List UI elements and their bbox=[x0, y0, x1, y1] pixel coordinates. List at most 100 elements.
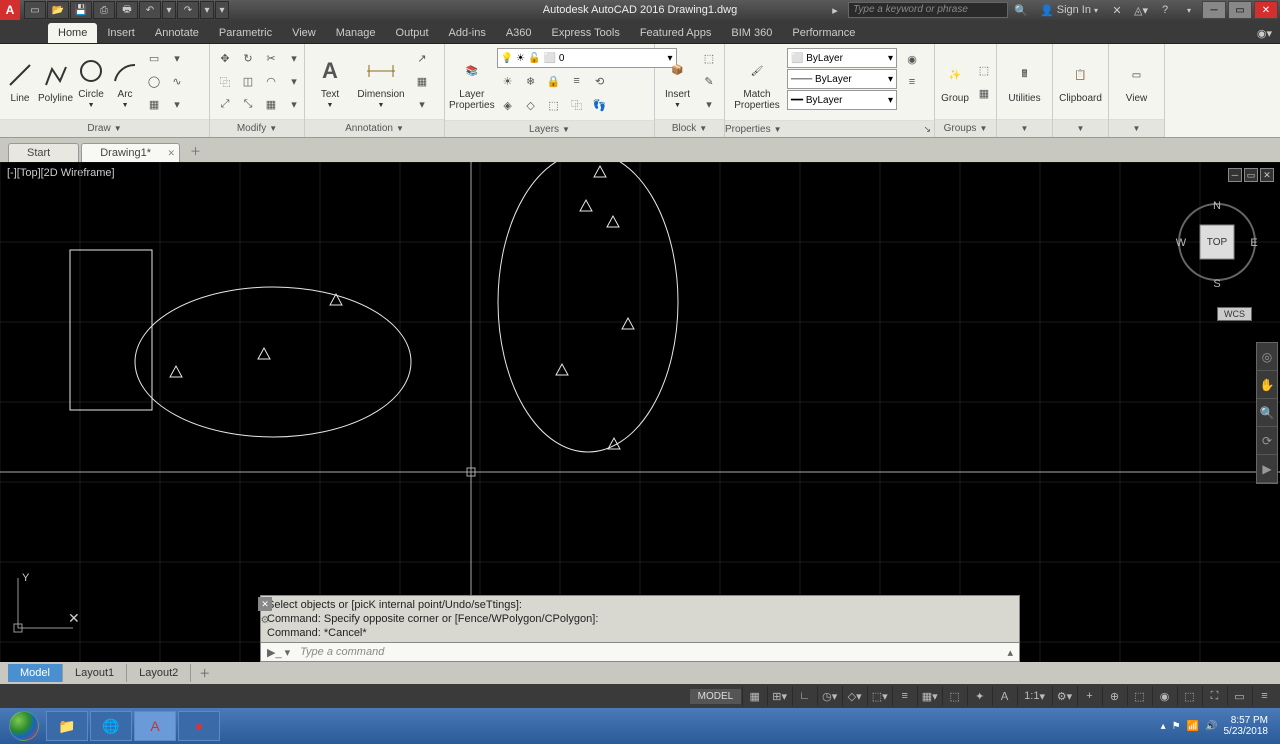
trim-icon[interactable]: ✂ bbox=[260, 48, 282, 70]
stretch-icon[interactable]: ⤢ bbox=[214, 94, 236, 116]
arc-button[interactable]: Arc▼ bbox=[109, 47, 141, 117]
layer-copy-icon[interactable]: ⿻ bbox=[566, 94, 588, 116]
status-snap-icon[interactable]: ⊞▾ bbox=[767, 686, 791, 706]
layer-prev-icon[interactable]: ⟲ bbox=[589, 70, 611, 92]
status-quickprops-icon[interactable]: ◉ bbox=[1152, 686, 1176, 706]
qat-redo-icon[interactable]: ↷ bbox=[177, 1, 199, 19]
edit-block-icon[interactable]: ✎ bbox=[698, 71, 720, 93]
ellipse-icon[interactable]: ◯ bbox=[143, 71, 165, 93]
layer-properties-button[interactable]: 📚Layer Properties bbox=[449, 48, 495, 118]
tab-featuredapps[interactable]: Featured Apps bbox=[630, 23, 722, 43]
measure-button[interactable]: 🖩Utilities bbox=[1001, 47, 1048, 117]
command-input[interactable]: Type a command bbox=[296, 646, 1001, 658]
panel-annotation-title[interactable]: Annotation▼ bbox=[305, 119, 444, 137]
paste-button[interactable]: 📋Clipboard bbox=[1057, 47, 1104, 117]
qat-customize-icon[interactable]: ▾ bbox=[215, 1, 229, 19]
layer-uniso-icon[interactable]: ◇ bbox=[520, 94, 542, 116]
maximize-button[interactable]: ▭ bbox=[1228, 1, 1252, 19]
start-button[interactable] bbox=[4, 710, 44, 742]
tab-parametric[interactable]: Parametric bbox=[209, 23, 282, 43]
dimension-button[interactable]: Dimension▼ bbox=[353, 47, 409, 117]
line-button[interactable]: Line bbox=[4, 47, 36, 117]
panel-draw-title[interactable]: Draw▼ bbox=[0, 119, 209, 137]
status-workspace-icon[interactable]: + bbox=[1077, 686, 1101, 706]
anno-drop-icon[interactable]: ▾ bbox=[411, 94, 433, 116]
array-icon[interactable]: ▦ bbox=[260, 94, 282, 116]
layout2-tab[interactable]: Layout2 bbox=[127, 664, 191, 682]
qat-undo-drop-icon[interactable]: ▾ bbox=[162, 1, 176, 19]
tab-view[interactable]: View bbox=[282, 23, 326, 43]
layout1-tab[interactable]: Layout1 bbox=[63, 664, 127, 682]
minimize-button[interactable]: ─ bbox=[1202, 1, 1226, 19]
task-explorer-icon[interactable]: 📁 bbox=[46, 711, 88, 741]
title-arrow-icon[interactable]: ▸ bbox=[824, 1, 846, 19]
copy-icon[interactable]: ⿻ bbox=[214, 71, 236, 93]
stayconnected-icon[interactable]: ◬▾ bbox=[1130, 1, 1152, 19]
polyline-button[interactable]: Polyline bbox=[38, 47, 73, 117]
insert-button[interactable]: 📦Insert▼ bbox=[659, 47, 696, 117]
tray-clock[interactable]: 8:57 PM 5/23/2018 bbox=[1224, 715, 1269, 737]
lineweight-combo[interactable]: ─── ByLayer▾ bbox=[787, 69, 897, 89]
status-grid-icon[interactable]: ▦ bbox=[742, 686, 766, 706]
tab-performance[interactable]: Performance bbox=[782, 23, 865, 43]
cmd-recent-icon[interactable]: ▴ bbox=[1001, 646, 1019, 659]
status-annomonitor-icon[interactable]: ⊕ bbox=[1102, 686, 1126, 706]
leader-icon[interactable]: ↗ bbox=[411, 48, 433, 70]
status-model-button[interactable]: MODEL bbox=[690, 689, 742, 704]
tab-bim360[interactable]: BIM 360 bbox=[721, 23, 782, 43]
status-annoscale-icon[interactable]: Ａ bbox=[992, 686, 1016, 706]
nav-wheel-icon[interactable]: ◎ bbox=[1257, 343, 1277, 371]
tab-addins[interactable]: Add-ins bbox=[439, 23, 496, 43]
viewcube[interactable]: TOP N S E W bbox=[1172, 192, 1262, 302]
modify-drop-icon[interactable]: ▾ bbox=[283, 48, 305, 70]
status-gizmo-icon[interactable]: ✦ bbox=[967, 686, 991, 706]
task-record-icon[interactable]: ● bbox=[178, 711, 220, 741]
status-units-icon[interactable]: ⬚ bbox=[1127, 686, 1151, 706]
text-button[interactable]: AText▼ bbox=[309, 47, 351, 117]
status-transparency-icon[interactable]: ▦▾ bbox=[917, 686, 941, 706]
file-tab-start[interactable]: Start bbox=[8, 143, 79, 162]
panel-layers-title[interactable]: Layers▼ bbox=[445, 120, 654, 137]
search-icon[interactable]: 🔍 bbox=[1010, 1, 1032, 19]
status-osnap-icon[interactable]: ⬚▾ bbox=[867, 686, 891, 706]
panel-clipboard-title[interactable]: ▼ bbox=[1053, 119, 1108, 137]
layer-match-icon[interactable]: ≡ bbox=[566, 70, 588, 92]
match-properties-button[interactable]: 🖌Match Properties bbox=[729, 48, 785, 118]
view-button[interactable]: ▭View bbox=[1113, 47, 1160, 117]
status-ortho-icon[interactable]: ∟ bbox=[792, 686, 816, 706]
wcs-label[interactable]: WCS bbox=[1217, 307, 1252, 321]
circle-button[interactable]: Circle▼ bbox=[75, 47, 107, 117]
qat-plot-icon[interactable]: 🖶 bbox=[116, 1, 138, 19]
nav-showmotion-icon[interactable]: ▶ bbox=[1257, 455, 1277, 483]
signin-button[interactable]: 👤Sign In▾ bbox=[1034, 4, 1104, 17]
qat-saveas-icon[interactable]: ⎙ bbox=[93, 1, 115, 19]
model-tab[interactable]: Model bbox=[8, 664, 63, 682]
layer-off-icon[interactable]: ☀ bbox=[497, 70, 519, 92]
prop-list-icon[interactable]: ≡ bbox=[901, 71, 923, 93]
close-button[interactable]: ✕ bbox=[1254, 1, 1278, 19]
prop-circle-icon[interactable]: ◉ bbox=[901, 48, 923, 70]
mirror-icon[interactable]: ◫ bbox=[237, 71, 259, 93]
create-block-icon[interactable]: ⬚ bbox=[698, 48, 720, 70]
tab-manage[interactable]: Manage bbox=[326, 23, 386, 43]
modify-drop2-icon[interactable]: ▾ bbox=[283, 71, 305, 93]
move-icon[interactable]: ✥ bbox=[214, 48, 236, 70]
tray-flag-icon[interactable]: ⚑ bbox=[1172, 721, 1181, 732]
layer-walk-icon[interactable]: 👣 bbox=[589, 94, 611, 116]
tab-annotate[interactable]: Annotate bbox=[145, 23, 209, 43]
panel-groups-title[interactable]: Groups▼ bbox=[935, 119, 996, 137]
fillet-icon[interactable]: ◠ bbox=[260, 71, 282, 93]
nav-orbit-icon[interactable]: ⟳ bbox=[1257, 427, 1277, 455]
group-edit-icon[interactable]: ▦ bbox=[973, 82, 995, 104]
status-selection-icon[interactable]: ⬚ bbox=[942, 686, 966, 706]
layer-change-icon[interactable]: ⬚ bbox=[543, 94, 565, 116]
add-layout-button[interactable]: ＋ bbox=[191, 663, 218, 683]
tab-home[interactable]: Home bbox=[48, 23, 97, 43]
status-isolate-icon[interactable]: ⬚ bbox=[1177, 686, 1201, 706]
task-autocad-icon[interactable]: A bbox=[134, 711, 176, 741]
layer-lock-icon[interactable]: 🔒 bbox=[543, 70, 565, 92]
drawing-area[interactable]: [-][Top][2D Wireframe] ─ ▭ ✕ TOP N S E W… bbox=[0, 162, 1280, 662]
nav-pan-icon[interactable]: ✋ bbox=[1257, 371, 1277, 399]
draw-drop-icon[interactable]: ▾ bbox=[166, 48, 188, 70]
exchange-icon[interactable]: ✕ bbox=[1106, 1, 1128, 19]
